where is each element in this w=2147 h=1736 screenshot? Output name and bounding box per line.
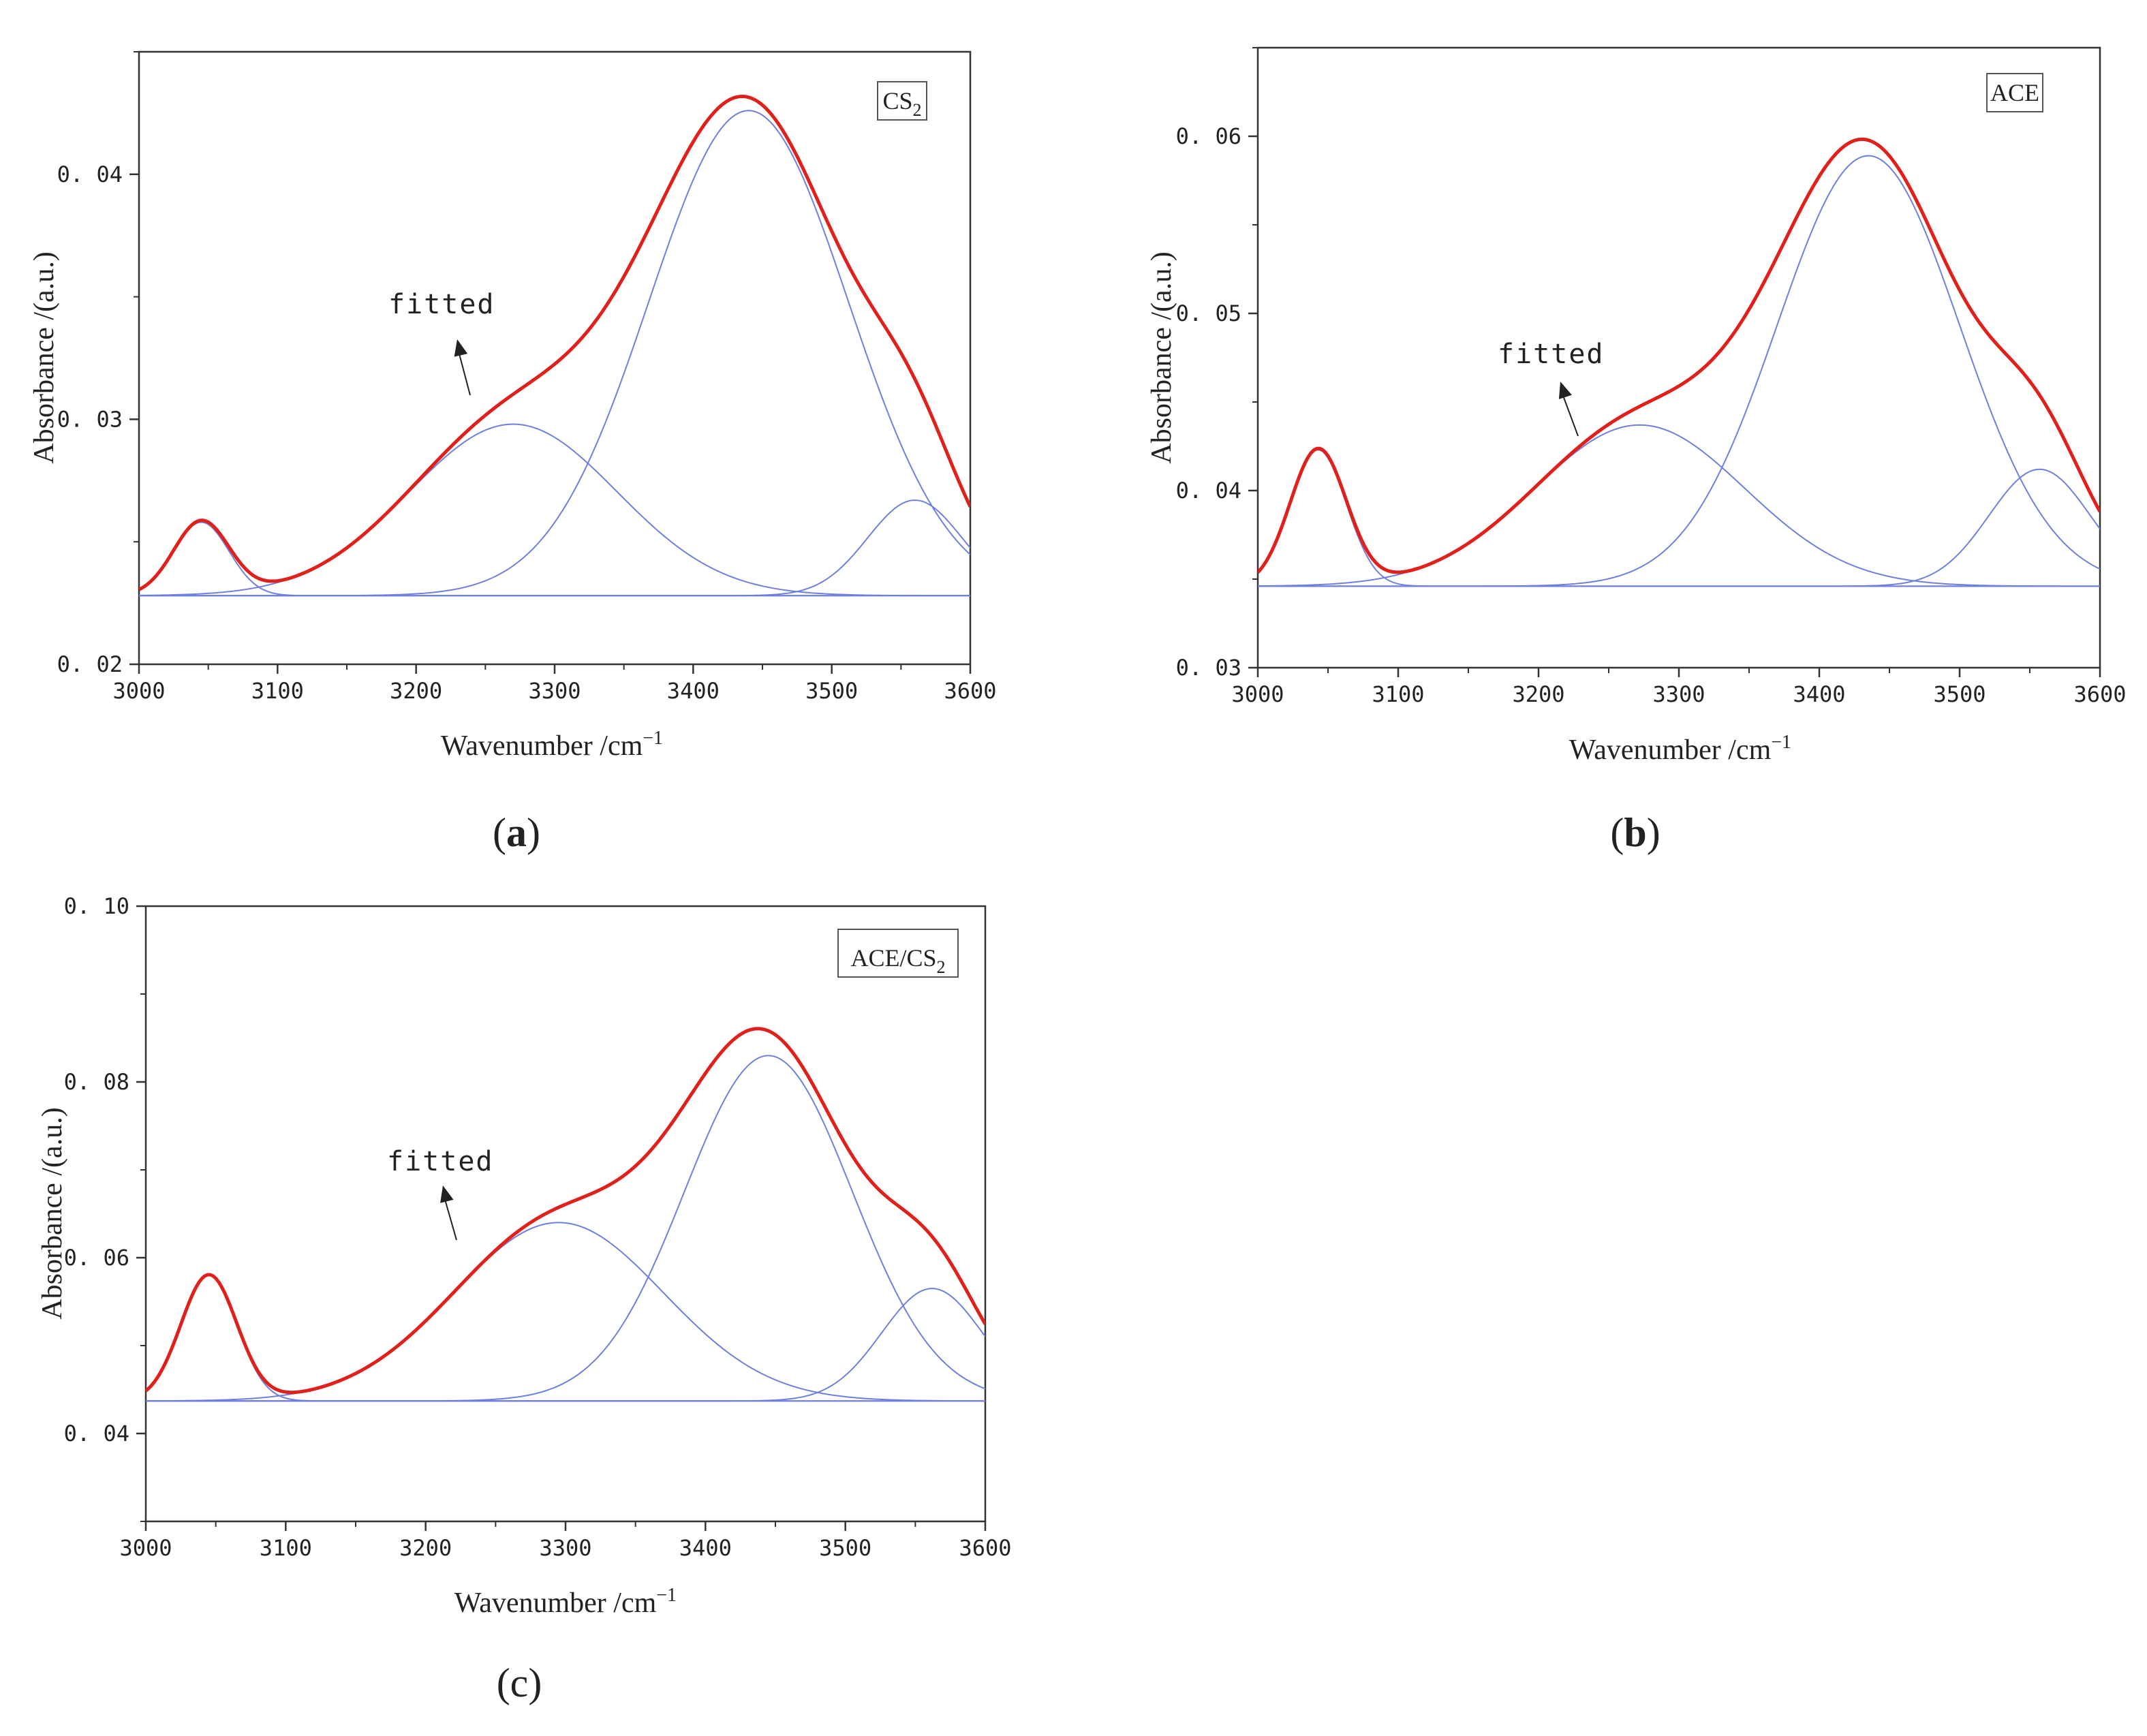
- legend-box: [837, 929, 959, 978]
- annotation-arrow-head: [1558, 382, 1572, 399]
- legend-subscript: 2: [913, 100, 922, 120]
- legend-label: ACE/CS2: [850, 944, 945, 977]
- y-tick-label: 0. 05: [1176, 300, 1241, 326]
- y-tick-label: 0. 06: [64, 1245, 129, 1271]
- panel-label-open: (: [493, 810, 506, 855]
- legend-label: CS2: [882, 87, 921, 120]
- y-tick-label: 0. 10: [64, 893, 129, 919]
- panel-label: (c): [497, 1660, 542, 1705]
- component-peak-2: [146, 1222, 985, 1402]
- legend-main: ACE: [1990, 79, 2039, 106]
- chart-panel-a: 3000 3100 3200 3300 3400 3500 3600 0. 02 0. 03 0.…: [29, 50, 997, 855]
- panel-label-letter: c: [510, 1660, 529, 1705]
- component-peak-3: [146, 1055, 985, 1402]
- x-tick-label: 3000: [119, 1535, 172, 1561]
- x-axis-title-sup: −1: [1771, 732, 1791, 753]
- x-tick-label: 3600: [959, 1535, 1011, 1561]
- fitted-annotation: fitted: [388, 289, 495, 320]
- legend-box: [1986, 73, 2043, 112]
- x-tick-label: 3500: [805, 678, 858, 704]
- fitted-curve: [146, 1027, 985, 1395]
- x-axis-title-sup: −1: [643, 728, 663, 749]
- x-axis-title-main: Wavenumber /cm: [454, 1587, 657, 1619]
- component-peak-4: [139, 499, 970, 597]
- fitted-annotation: fitted: [387, 1146, 494, 1177]
- x-tick-label: 3200: [390, 678, 442, 704]
- y-tick-label: 0. 03: [57, 406, 123, 432]
- x-tick-label: 3500: [819, 1535, 871, 1561]
- fitted-annotation: fitted: [1498, 339, 1605, 370]
- x-tick-label: 3100: [251, 678, 304, 704]
- y-tick-label: 0. 03: [1176, 655, 1241, 681]
- x-tick-label: 3100: [260, 1535, 312, 1561]
- y-tick-label: 0. 06: [1176, 123, 1241, 149]
- legend-subscript: 2: [937, 957, 946, 977]
- x-axis-title: Wavenumber /cm−1: [441, 728, 663, 762]
- y-tick-label: 0. 04: [57, 161, 123, 187]
- plot-frame: [1256, 46, 2101, 669]
- x-tick-label: 3300: [528, 678, 581, 704]
- component-peak-4: [1258, 468, 2100, 587]
- panel-label-open: (: [497, 1660, 510, 1705]
- component-peak-2: [1258, 424, 2100, 587]
- x-tick-label: 3600: [2073, 681, 2126, 707]
- annotation-arrow-head: [440, 1185, 454, 1203]
- component-peak-3: [139, 110, 970, 597]
- y-axis-title: Absorbance /(a.u.): [1146, 251, 1177, 463]
- panel-label-close: ): [528, 1660, 542, 1705]
- curves: [1258, 137, 2100, 587]
- x-tick-label: 3000: [112, 678, 165, 704]
- x-tick-label: 3400: [667, 678, 720, 704]
- x-tick-label: 3200: [1512, 681, 1564, 707]
- legend-main: ACE/CS: [850, 944, 936, 972]
- curves: [146, 1027, 985, 1402]
- panel-label-close: ): [527, 810, 540, 855]
- plot-frame: [138, 50, 972, 666]
- x-tick-label: 3500: [1933, 681, 1986, 707]
- y-tick-label: 0. 02: [57, 651, 123, 677]
- y-axis-title: Absorbance /(a.u.): [37, 1107, 68, 1319]
- panel-label-letter: b: [1624, 810, 1646, 855]
- x-tick-label: 3000: [1231, 681, 1284, 707]
- chart-panel-b: 3000 3100 3200 3300 3400 3500 3600 0. 03 0. 04 0.…: [1146, 46, 2127, 855]
- component-peak-1: [1258, 449, 2100, 587]
- y-tick-label: 0. 04: [64, 1421, 129, 1446]
- component-peak-4: [146, 1288, 985, 1402]
- x-axis-title: Wavenumber /cm−1: [454, 1585, 677, 1619]
- fitted-curve: [139, 94, 970, 591]
- x-axis-title-main: Wavenumber /cm: [441, 730, 643, 762]
- panel-label-open: (: [1610, 810, 1624, 855]
- annotation-arrow-head: [454, 339, 468, 357]
- x-tick-label: 3300: [539, 1535, 591, 1561]
- x-axis-title-main: Wavenumber /cm: [1569, 734, 1772, 766]
- x-tick-label: 3400: [679, 1535, 732, 1561]
- panel-label: (b): [1610, 810, 1660, 855]
- component-peak-1: [139, 521, 970, 597]
- component-peak-2: [139, 423, 970, 597]
- x-axis-title: Wavenumber /cm−1: [1569, 732, 1791, 766]
- component-peak-3: [1258, 155, 2100, 587]
- y-tick-label: 0. 08: [64, 1069, 129, 1095]
- legend-label: ACE: [1990, 79, 2039, 106]
- x-tick-label: 3300: [1652, 681, 1705, 707]
- x-tick-label: 3600: [944, 678, 996, 704]
- panel-label-close: ): [1647, 810, 1661, 855]
- x-axis-title-sup: −1: [656, 1585, 677, 1606]
- panel-label: (a): [493, 810, 540, 855]
- legend-main: CS: [882, 87, 912, 114]
- x-tick-label: 3400: [1793, 681, 1845, 707]
- fitted-curve: [1258, 137, 2100, 574]
- curves: [139, 94, 970, 597]
- y-axis-title: Absorbance /(a.u.): [29, 251, 60, 463]
- y-tick-label: 0. 04: [1176, 478, 1241, 503]
- x-tick-label: 3100: [1372, 681, 1424, 707]
- plot-frame: [144, 905, 987, 1523]
- x-tick-label: 3200: [399, 1535, 452, 1561]
- legend-box: [877, 81, 927, 121]
- chart-panel-c: 3000 3100 3200 3300 3400 3500 3600 0. 04 0. 06 0.…: [37, 893, 1012, 1705]
- panel-label-letter: a: [506, 810, 527, 855]
